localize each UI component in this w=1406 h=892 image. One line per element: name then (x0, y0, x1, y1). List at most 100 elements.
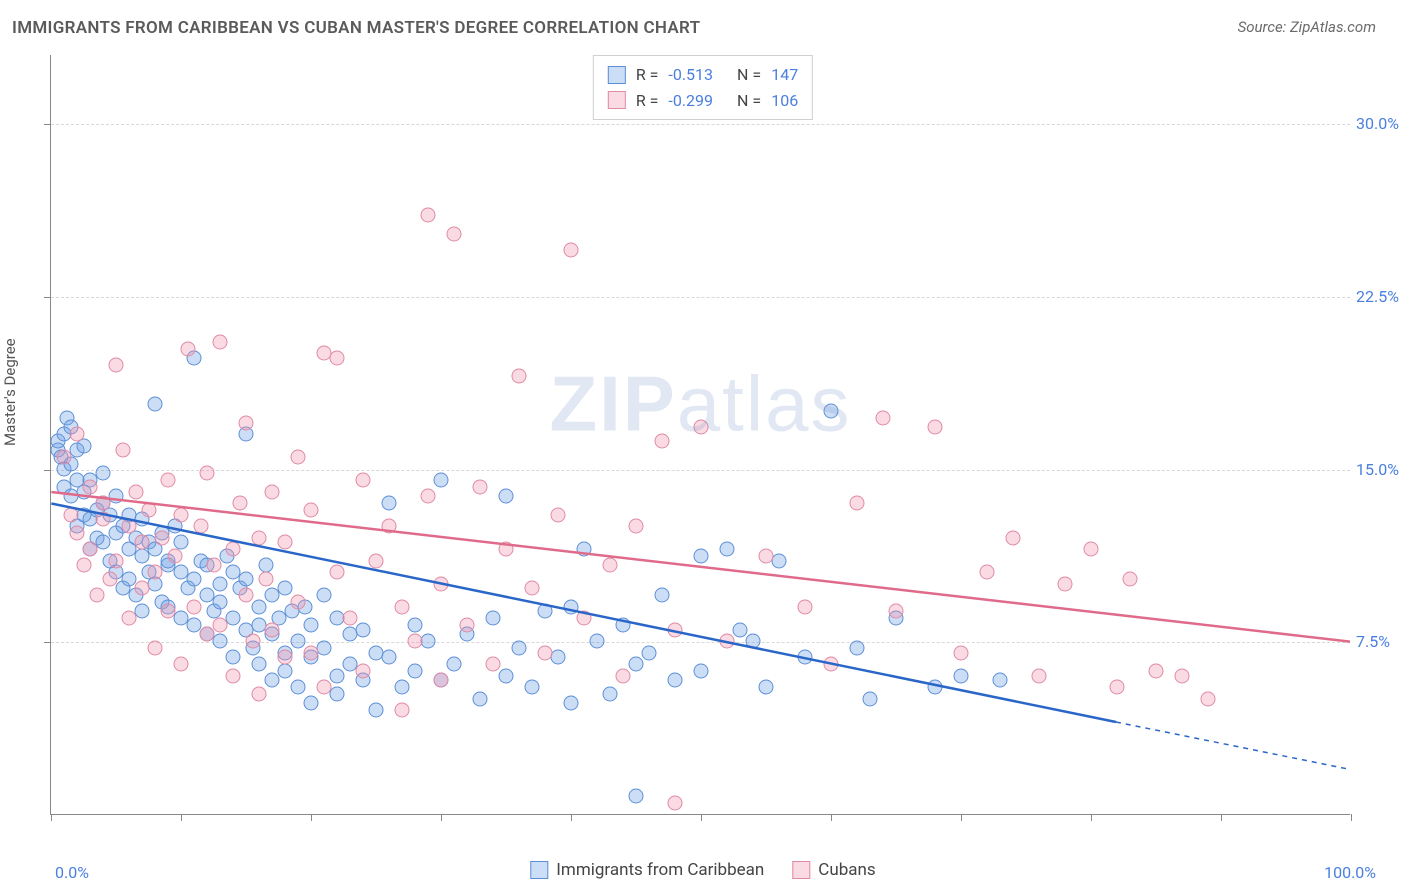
scatter-point (577, 542, 592, 557)
x-tick-mark (51, 814, 52, 821)
stat-r-value: -0.513 (668, 62, 713, 88)
scatter-point (200, 466, 215, 481)
y-tick-label: 22.5% (1356, 287, 1399, 306)
scatter-point (1058, 576, 1073, 591)
scatter-point (460, 618, 475, 633)
scatter-point (525, 581, 540, 596)
scatter-point (421, 208, 436, 223)
scatter-point (154, 530, 169, 545)
scatter-point (109, 553, 124, 568)
scatter-point (174, 657, 189, 672)
gridline-h (51, 470, 1350, 471)
x-tick-mark (571, 814, 572, 821)
stats-legend: R =-0.513N =147R =-0.299N =106 (593, 55, 813, 120)
series-legend-item: Immigrants from Caribbean (530, 860, 764, 880)
scatter-point (876, 410, 891, 425)
scatter-point (239, 572, 254, 587)
scatter-point (733, 622, 748, 637)
x-axis-max-label: 100.0% (1324, 863, 1376, 882)
scatter-point (278, 581, 293, 596)
scatter-point (798, 650, 813, 665)
scatter-point (954, 645, 969, 660)
watermark: ZIPatlas (549, 359, 851, 450)
scatter-point (317, 680, 332, 695)
scatter-point (213, 576, 228, 591)
scatter-plot-area: ZIPatlas (50, 55, 1350, 815)
scatter-point (369, 703, 384, 718)
scatter-point (187, 599, 202, 614)
scatter-point (538, 645, 553, 660)
scatter-point (629, 519, 644, 534)
scatter-point (512, 641, 527, 656)
scatter-point (434, 673, 449, 688)
scatter-point (148, 641, 163, 656)
scatter-point (148, 397, 163, 412)
y-axis-label: Master's Degree (1, 338, 19, 446)
scatter-point (258, 572, 273, 587)
legend-swatch (608, 91, 626, 109)
scatter-point (486, 611, 501, 626)
scatter-point (83, 542, 98, 557)
scatter-point (291, 634, 306, 649)
scatter-point (616, 618, 631, 633)
scatter-point (135, 604, 150, 619)
scatter-point (1110, 680, 1125, 695)
y-tick-label: 15.0% (1356, 460, 1399, 479)
scatter-point (434, 576, 449, 591)
scatter-point (109, 357, 124, 372)
scatter-point (102, 572, 117, 587)
scatter-point (993, 673, 1008, 688)
scatter-point (499, 489, 514, 504)
scatter-point (304, 645, 319, 660)
scatter-point (824, 657, 839, 672)
x-tick-mark (311, 814, 312, 821)
scatter-point (304, 503, 319, 518)
scatter-point (252, 657, 267, 672)
scatter-point (668, 622, 683, 637)
legend-swatch (608, 66, 626, 84)
scatter-point (863, 691, 878, 706)
scatter-point (70, 427, 85, 442)
scatter-point (232, 496, 247, 511)
trend-line-extrapolated (1116, 722, 1350, 777)
scatter-point (115, 443, 130, 458)
scatter-point (421, 634, 436, 649)
scatter-point (395, 680, 410, 695)
scatter-point (109, 489, 124, 504)
scatter-point (226, 611, 241, 626)
x-tick-mark (181, 814, 182, 821)
scatter-point (772, 553, 787, 568)
scatter-point (122, 519, 137, 534)
scatter-point (226, 668, 241, 683)
scatter-point (798, 599, 813, 614)
scatter-point (83, 479, 98, 494)
y-tick-label: 30.0% (1356, 114, 1399, 133)
scatter-point (76, 558, 91, 573)
scatter-point (525, 680, 540, 695)
scatter-point (245, 634, 260, 649)
y-tick-mark (44, 124, 51, 125)
scatter-point (928, 680, 943, 695)
scatter-point (213, 334, 228, 349)
scatter-point (200, 627, 215, 642)
scatter-point (135, 535, 150, 550)
scatter-point (1006, 530, 1021, 545)
scatter-point (642, 645, 657, 660)
scatter-point (252, 599, 267, 614)
scatter-point (213, 634, 228, 649)
scatter-point (551, 507, 566, 522)
scatter-point (89, 588, 104, 603)
scatter-point (304, 696, 319, 711)
scatter-point (278, 664, 293, 679)
scatter-point (174, 535, 189, 550)
scatter-point (486, 657, 501, 672)
scatter-point (928, 420, 943, 435)
x-axis-min-label: 0.0% (55, 863, 89, 882)
stat-n-value: 147 (771, 62, 798, 88)
scatter-point (382, 519, 397, 534)
scatter-point (258, 558, 273, 573)
scatter-point (226, 650, 241, 665)
scatter-point (317, 641, 332, 656)
series-legend-label: Cubans (818, 860, 875, 880)
scatter-point (96, 512, 111, 527)
